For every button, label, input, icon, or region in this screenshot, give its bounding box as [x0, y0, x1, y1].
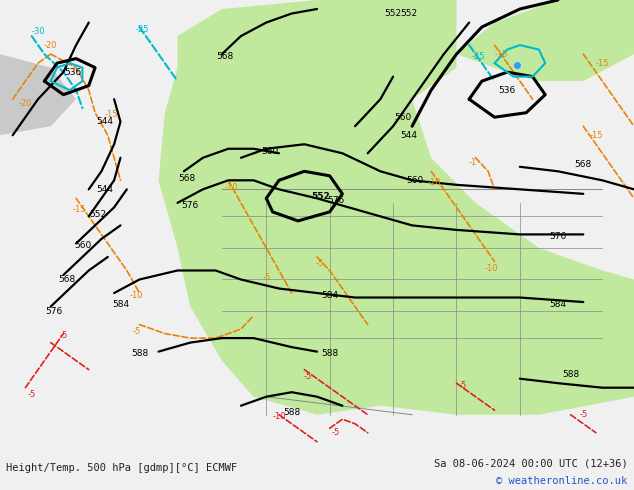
Text: -10: -10: [484, 264, 498, 273]
Text: 560: 560: [406, 176, 424, 185]
Text: -10: -10: [224, 183, 238, 192]
Text: -10: -10: [427, 178, 441, 187]
Text: -30: -30: [31, 27, 45, 36]
Text: -25: -25: [136, 25, 150, 34]
Text: 568: 568: [574, 160, 592, 169]
Text: -10: -10: [129, 291, 143, 300]
Text: 568: 568: [58, 275, 75, 284]
Text: -5: -5: [303, 372, 312, 381]
Text: -15: -15: [595, 59, 609, 68]
Text: 568: 568: [216, 52, 234, 61]
Text: 588: 588: [562, 369, 579, 379]
Text: 576: 576: [181, 200, 199, 210]
Text: 544: 544: [96, 117, 113, 126]
Text: 576: 576: [549, 232, 567, 241]
Text: -25: -25: [472, 52, 486, 61]
Polygon shape: [0, 54, 76, 135]
Text: -5: -5: [458, 381, 467, 390]
Text: 536: 536: [64, 68, 82, 76]
Text: -20: -20: [44, 41, 58, 49]
Text: 552: 552: [384, 9, 402, 18]
Text: 560: 560: [394, 113, 411, 122]
Text: 584: 584: [549, 300, 567, 309]
Text: -10: -10: [272, 413, 286, 421]
Polygon shape: [158, 0, 634, 415]
Text: Sa 08-06-2024 00:00 UTC (12+36): Sa 08-06-2024 00:00 UTC (12+36): [434, 458, 628, 468]
Text: -5: -5: [262, 273, 271, 282]
Text: 560: 560: [74, 241, 91, 250]
Text: 576: 576: [327, 196, 345, 205]
Text: -5: -5: [579, 410, 588, 419]
Text: -1: -1: [468, 158, 477, 167]
Text: 584: 584: [112, 300, 129, 309]
Text: 588: 588: [283, 408, 301, 417]
Polygon shape: [456, 0, 634, 81]
Text: -20: -20: [18, 99, 32, 108]
Text: -15: -15: [494, 49, 508, 59]
Text: -5: -5: [316, 259, 325, 268]
Text: 560: 560: [261, 147, 278, 155]
Text: 568: 568: [178, 173, 196, 183]
Text: © weatheronline.co.uk: © weatheronline.co.uk: [496, 476, 628, 486]
Text: -5: -5: [332, 428, 340, 437]
Text: Height/Temp. 500 hPa [gdmp][°C] ECMWF: Height/Temp. 500 hPa [gdmp][°C] ECMWF: [6, 463, 238, 473]
Text: 544: 544: [401, 131, 417, 140]
Text: -15: -15: [72, 205, 86, 214]
Text: 552: 552: [400, 9, 418, 18]
Text: -15: -15: [589, 131, 603, 140]
Text: -15: -15: [104, 110, 118, 120]
Text: -5: -5: [27, 390, 36, 399]
Text: 576: 576: [45, 307, 63, 316]
Text: -5: -5: [132, 327, 141, 336]
Text: 588: 588: [131, 349, 148, 358]
Text: 588: 588: [321, 349, 339, 358]
Text: 552: 552: [89, 210, 107, 219]
Text: 536: 536: [498, 86, 516, 95]
Text: -5: -5: [59, 331, 68, 341]
Text: 584: 584: [321, 291, 339, 300]
Text: 552: 552: [311, 192, 330, 200]
Text: 544: 544: [96, 185, 113, 194]
